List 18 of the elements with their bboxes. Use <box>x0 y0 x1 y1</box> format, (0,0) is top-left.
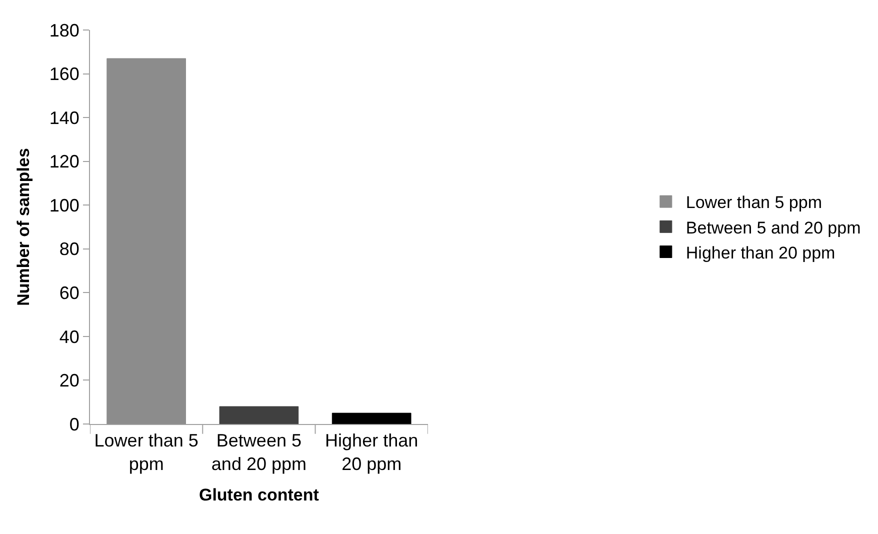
y-axis-title: Number of samples <box>14 148 33 306</box>
y-tick-label: 80 <box>59 239 80 260</box>
y-tick-label: 20 <box>59 370 80 391</box>
legend-label: Higher than 20 ppm <box>686 243 836 262</box>
x-tick-label: Between 5 and 20 ppm <box>211 430 306 474</box>
y-tick-label: 120 <box>49 152 80 172</box>
x-axis-title: Gluten content <box>198 485 320 504</box>
legend-label: Lower than 5 ppm <box>686 193 822 212</box>
x-tick-label: Lower than 5 ppm <box>94 430 198 474</box>
x-tick-label: Higher than 20 ppm <box>325 430 418 474</box>
y-tick-label: 180 <box>49 20 80 40</box>
y-tick-label: 160 <box>49 64 80 84</box>
y-tick-label: 40 <box>59 326 80 347</box>
legend-label: Between 5 and 20 ppm <box>686 218 861 238</box>
y-tick-label: 0 <box>69 414 80 434</box>
y-tick-label: 60 <box>59 282 80 303</box>
y-tick-label: 140 <box>49 108 80 128</box>
y-tick-label: 100 <box>49 195 80 216</box>
